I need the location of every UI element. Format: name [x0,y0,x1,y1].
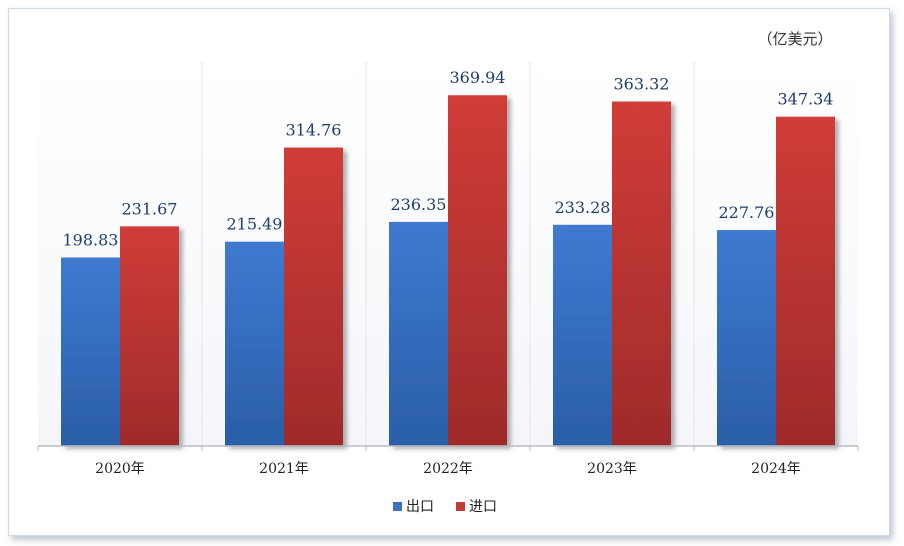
legend-swatch-export [393,502,402,511]
bar-export [389,221,448,446]
x-tick-label: 2022年 [423,461,473,477]
unit-label: （亿美元） [757,30,832,48]
x-axis-ticks [37,446,859,451]
value-label-import: 314.76 [286,121,342,140]
x-tick-label: 2020年 [95,461,145,477]
legend-label-export: 出口 [406,499,434,515]
bar-export [61,257,120,446]
x-axis-labels: 2020年 2021年 2022年 2023年 2024年 [95,461,801,477]
value-label-import: 369.94 [450,68,506,87]
legend-label-import: 进口 [469,499,497,515]
value-label-export: 198.83 [63,230,119,249]
x-tick-label: 2023年 [587,461,637,477]
value-label-export: 233.28 [555,198,611,217]
bar-import [448,95,507,447]
legend: 出口 进口 [393,499,497,515]
value-label-import: 231.67 [122,199,178,218]
category-dividers [201,62,695,446]
bar-export [225,241,284,446]
value-label-export: 227.76 [719,203,775,222]
bars-group [61,95,835,447]
legend-swatch-import [456,502,465,511]
value-label-import: 363.32 [614,75,670,94]
x-tick-label: 2024年 [751,461,801,477]
bar-export [717,230,776,446]
bar-import [284,147,343,446]
bar-import [776,116,835,446]
value-label-export: 215.49 [227,215,283,234]
bar-export [553,224,612,446]
value-label-export: 236.35 [391,195,447,214]
x-tick-label: 2021年 [259,461,309,477]
bar-import [612,101,671,447]
bar-import [120,226,179,446]
value-label-import: 347.34 [778,90,834,109]
